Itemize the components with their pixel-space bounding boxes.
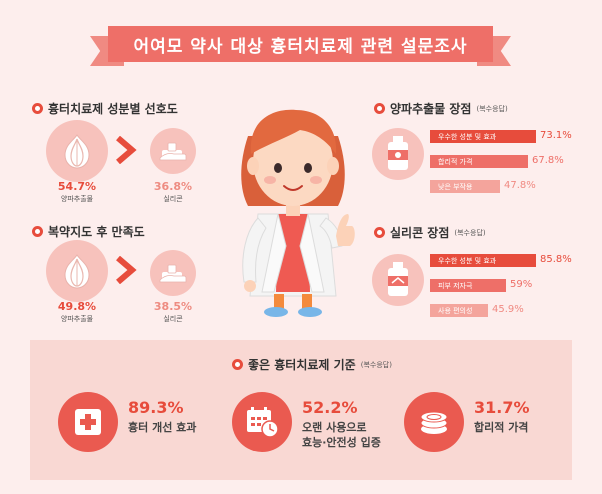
criterion-2-line1: 오랜 사용으로: [302, 421, 367, 434]
bullet-icon: [32, 103, 43, 114]
preference-title: 흉터치료제 성분별 선호도: [48, 102, 178, 116]
bullet-icon: [374, 227, 385, 238]
silicone-merit-bar-1: 우수한 성분 및 효과: [430, 254, 536, 267]
satisfaction-silicone-label: 실리콘: [163, 315, 183, 323]
criterion-1-text: 흉터 개선 효과: [128, 420, 196, 435]
bar-label: 피부 저자극: [438, 281, 473, 290]
chevron-right-icon: [116, 256, 137, 284]
preference-onion-value: 54.7%: [57, 180, 97, 193]
satisfaction-onion-label: 양파추출물: [60, 315, 94, 323]
criteria-panel: [30, 340, 572, 480]
silicone-gel-icon: [159, 142, 187, 161]
silicone-merit-bar-2: 피부 저자극: [430, 279, 506, 292]
criterion-3-value: 31.7%: [474, 398, 530, 417]
calendar-circle: [232, 392, 292, 452]
onion-circle: [46, 120, 108, 182]
criteria-heading: 좋은 흉터치료제 기준 (복수응답): [232, 356, 392, 373]
silicone-merit-value-1: 85.8%: [540, 254, 572, 265]
bar-label: 합리적 가격: [438, 157, 473, 166]
silicone-gel-icon: [159, 264, 187, 283]
onion-merit-bar-1: 우수한 성분 및 효과: [430, 130, 536, 143]
silicone-circle: [150, 250, 196, 296]
silicone-merit-value-3: 45.9%: [492, 304, 524, 315]
criterion-2-line2: 효능·안전성 입증: [302, 436, 381, 449]
criterion-2-text: 오랜 사용으로 효능·안전성 입증: [302, 420, 381, 450]
silicone-circle: [150, 128, 196, 174]
criterion-3-text: 합리적 가격: [474, 420, 528, 435]
onion-icon: [64, 254, 90, 289]
silicone-merits-title: 실리콘 장점: [390, 226, 450, 240]
bullet-icon: [374, 103, 385, 114]
ointment-tube-icon: [388, 262, 408, 296]
silicone-merit-bar-3: 사용 편의성: [430, 304, 488, 317]
coins-icon: [420, 411, 448, 434]
onion-merit-value-3: 47.8%: [504, 180, 536, 191]
onion-product-circle: [372, 128, 424, 180]
silicone-merit-value-2: 59%: [510, 279, 533, 290]
onion-merit-bar-2: 합리적 가격: [430, 155, 528, 168]
bar-label: 사용 편의성: [438, 306, 473, 315]
onion-icon: [64, 134, 90, 169]
onion-merits-note: (복수응답): [476, 104, 508, 113]
criteria-title: 좋은 흉터치료제 기준: [248, 358, 356, 372]
silicone-product-circle: [372, 254, 424, 306]
bullet-icon: [232, 359, 243, 370]
pharmacist-character-illustration: [241, 109, 355, 317]
silicone-merits-note: (복수응답): [454, 228, 486, 237]
coins-circle: [404, 392, 464, 452]
satisfaction-silicone-value: 38.5%: [153, 300, 193, 313]
preference-silicone-value: 36.8%: [153, 180, 193, 193]
bar-label: 낮은 부작용: [438, 182, 473, 191]
page-title: 어여모 약사 대상 흉터치료제 관련 설문조사: [108, 26, 493, 62]
preference-onion-label: 양파추출물: [60, 195, 94, 203]
criteria-note: (복수응답): [360, 360, 392, 369]
chevron-right-icon: [116, 136, 137, 164]
bar-label: 우수한 성분 및 효과: [438, 256, 497, 265]
title-banner: 어여모 약사 대상 흉터치료제 관련 설문조사: [90, 26, 511, 70]
satisfaction-title: 복약지도 후 만족도: [48, 225, 145, 239]
preference-silicone-label: 실리콘: [163, 195, 183, 203]
onion-merit-bar-3: 낮은 부작용: [430, 180, 500, 193]
first-aid-circle: [58, 392, 118, 452]
preference-heading: 흉터치료제 성분별 선호도: [32, 100, 178, 117]
onion-merits-title: 양파추출물 장점: [390, 102, 472, 116]
first-aid-icon: [75, 409, 101, 435]
criterion-2-value: 52.2%: [302, 398, 358, 417]
satisfaction-heading: 복약지도 후 만족도: [32, 223, 145, 240]
onion-circle: [46, 240, 108, 302]
onion-merits-heading: 양파추출물 장점 (복수응답): [374, 100, 508, 117]
criterion-3-line1: 합리적 가격: [474, 421, 529, 434]
onion-merit-value-2: 67.8%: [532, 155, 564, 166]
criterion-1-line1: 흉터 개선 효과: [128, 421, 197, 434]
calendar-clock-icon: [247, 407, 279, 438]
ointment-tube-icon: [388, 136, 408, 170]
bar-label: 우수한 성분 및 효과: [438, 132, 497, 141]
satisfaction-onion-value: 49.8%: [57, 300, 97, 313]
bullet-icon: [32, 226, 43, 237]
silicone-merits-heading: 실리콘 장점 (복수응답): [374, 224, 486, 241]
criterion-1-value: 89.3%: [128, 398, 184, 417]
onion-merit-value-1: 73.1%: [540, 130, 572, 141]
